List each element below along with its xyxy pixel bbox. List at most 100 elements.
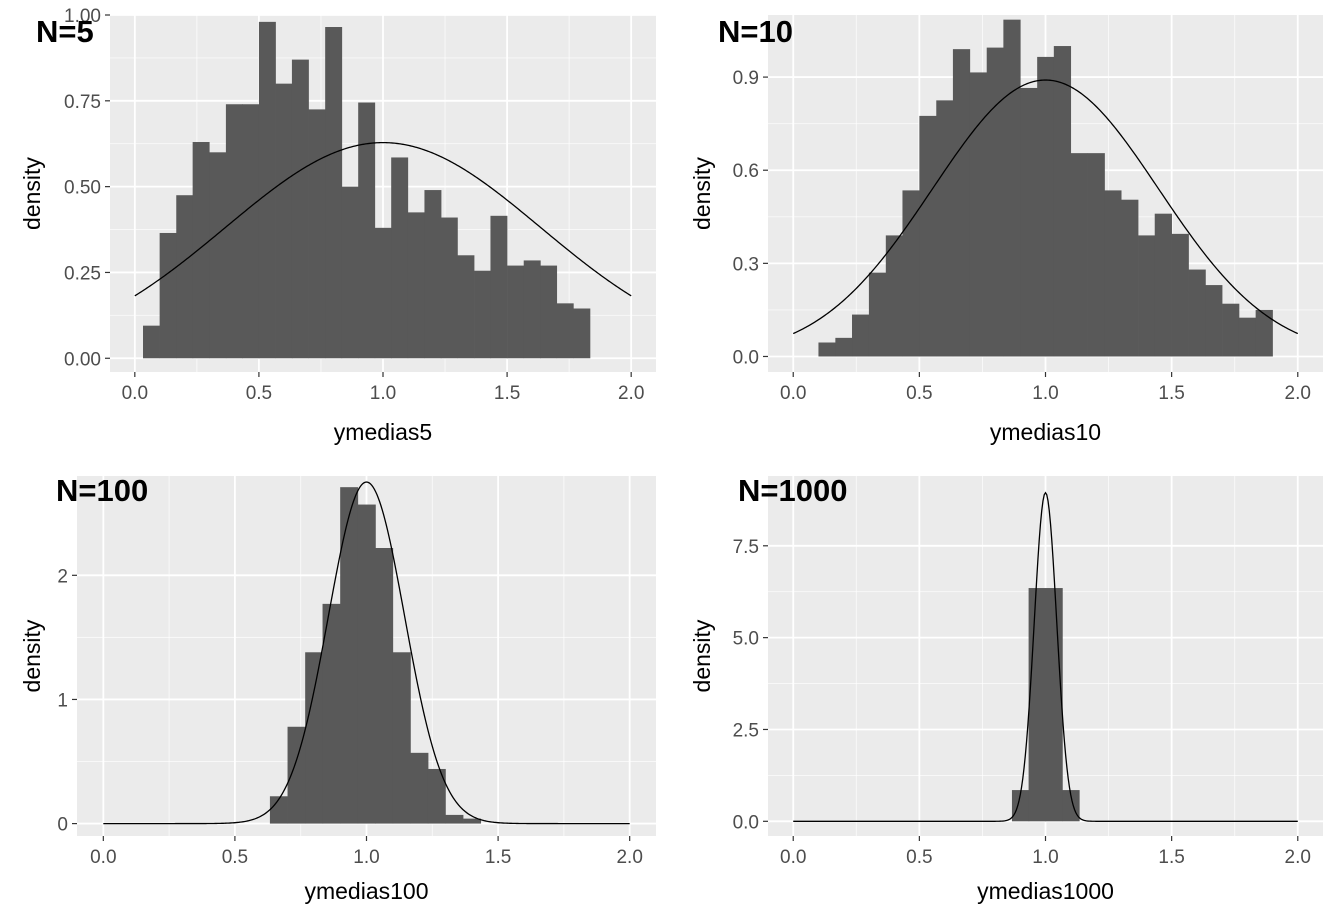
y-tick-label: 0.3 [733, 254, 759, 275]
histogram-bar [969, 72, 988, 357]
histogram-bar [540, 265, 558, 359]
histogram-bar [275, 83, 293, 359]
histogram-bar [1104, 190, 1122, 357]
histogram-bar [305, 652, 324, 824]
histogram-bar [357, 504, 376, 824]
histogram-bar [936, 100, 954, 357]
histogram-bar [340, 487, 359, 824]
histogram-bar [919, 115, 937, 357]
histogram-bar [440, 217, 458, 359]
x-tick-label: 0.0 [90, 847, 116, 868]
x-tick-label: 0.5 [906, 847, 932, 868]
histogram-bar [427, 768, 446, 824]
y-tick-label: 2 [57, 566, 68, 587]
histogram-bar [556, 303, 574, 359]
histogram-bar [392, 652, 411, 824]
y-tick-label: 7.5 [733, 537, 759, 558]
panel-title: N=10 [718, 14, 793, 49]
x-axis-title: ymedias5 [334, 419, 432, 445]
histogram-bar [291, 59, 309, 359]
histogram-bar [986, 47, 1004, 357]
y-tick-label: 0.75 [64, 92, 101, 113]
x-tick-label: 2.0 [616, 847, 642, 868]
histogram-bar [358, 102, 376, 359]
y-tick-label: 0.0 [733, 812, 759, 833]
x-axis-title: ymedias10 [990, 419, 1101, 445]
histogram-bar [374, 227, 392, 359]
panel-title: N=5 [36, 14, 94, 49]
y-axis-title: density [689, 157, 715, 230]
histogram-bar [308, 109, 326, 359]
y-tick-label: 0.6 [733, 161, 759, 182]
histogram-bar [952, 49, 971, 357]
histogram-bar [507, 265, 525, 359]
x-tick-label: 2.0 [1285, 383, 1311, 404]
histogram-bar [1205, 285, 1223, 357]
normal-density-curve [134, 141, 632, 297]
histogram-bar [341, 186, 359, 359]
x-tick-label: 1.5 [485, 847, 511, 868]
y-tick-label: 0.25 [64, 263, 101, 284]
histogram-bar [1255, 309, 1273, 357]
histogram-bar [463, 818, 482, 824]
histogram-bar [176, 195, 194, 359]
histogram-bar [407, 212, 425, 359]
histogram-bar [1045, 588, 1063, 822]
histogram-bar [1003, 19, 1021, 357]
histogram-bar [523, 260, 541, 359]
histogram-bar [1222, 303, 1240, 357]
histogram-bar [410, 752, 429, 824]
y-axis-title: density [19, 619, 45, 692]
histogram-bar [1070, 153, 1088, 357]
y-tick-label: 0 [57, 815, 68, 836]
histogram-bar [391, 157, 409, 359]
histogram-bar [868, 272, 887, 357]
y-tick-label: 0.00 [64, 349, 101, 370]
x-axis-title: ymedias100 [304, 878, 428, 904]
histogram-bar [325, 27, 343, 359]
histogram-bar [445, 814, 464, 824]
histogram-bar [1154, 213, 1172, 357]
histogram-bar [1011, 790, 1030, 822]
x-axis-title: ymedias1000 [977, 878, 1114, 904]
histogram-bar [209, 152, 227, 359]
histogram-bar [242, 104, 260, 359]
x-tick-label: 0.0 [780, 847, 806, 868]
panel-title: N=1000 [738, 473, 847, 508]
histogram-bar [1062, 790, 1080, 822]
y-tick-label: 2.5 [733, 720, 759, 741]
histogram-bar [1121, 199, 1139, 357]
histogram-bar [1020, 87, 1038, 357]
y-tick-label: 0.9 [733, 68, 759, 89]
histogram-bar [1053, 46, 1072, 357]
x-tick-label: 0.0 [122, 383, 148, 404]
x-tick-label: 1.5 [1158, 847, 1184, 868]
normal-density-curve [103, 481, 630, 825]
x-tick-label: 1.0 [1032, 383, 1058, 404]
x-tick-label: 0.5 [222, 847, 248, 868]
chart-panel-2: 0.0 0.5 1.0 1.5 2.0 0.0 0.3 0.6 0.9 ymedias10 dens… [689, 14, 1323, 445]
histogram-bar [269, 796, 288, 824]
histogram-bar [159, 232, 177, 359]
normal-density-curve [793, 491, 1298, 822]
histogram-bar [852, 314, 870, 357]
histogram-bar [885, 235, 904, 357]
histogram-bar [1188, 269, 1206, 357]
histogram-bar [424, 190, 442, 359]
histogram-bar [573, 308, 591, 359]
histogram-bar [1087, 153, 1105, 357]
histogram-bar [818, 342, 836, 357]
histogram-bar [287, 726, 306, 824]
chart-panel-3: 0.0 0.5 1.0 1.5 2.0 0 1 2 ymedias100 density N=100 [19, 473, 656, 904]
histogram-bar [258, 21, 276, 359]
y-axis-title: density [19, 157, 45, 230]
y-axis-title: density [689, 619, 715, 692]
chart-panel-1: 0.0 0.5 1.0 1.5 2.0 0.00 0.25 0.50 0.75 1.00 ymedi… [19, 6, 656, 445]
y-tick-label: 0.50 [64, 178, 101, 199]
histogram-bar [474, 270, 492, 359]
x-tick-label: 0.5 [246, 383, 272, 404]
x-tick-label: 2.0 [618, 383, 644, 404]
x-tick-label: 0.5 [906, 383, 932, 404]
histogram-bar [1171, 233, 1189, 357]
histogram-bar [375, 548, 394, 824]
